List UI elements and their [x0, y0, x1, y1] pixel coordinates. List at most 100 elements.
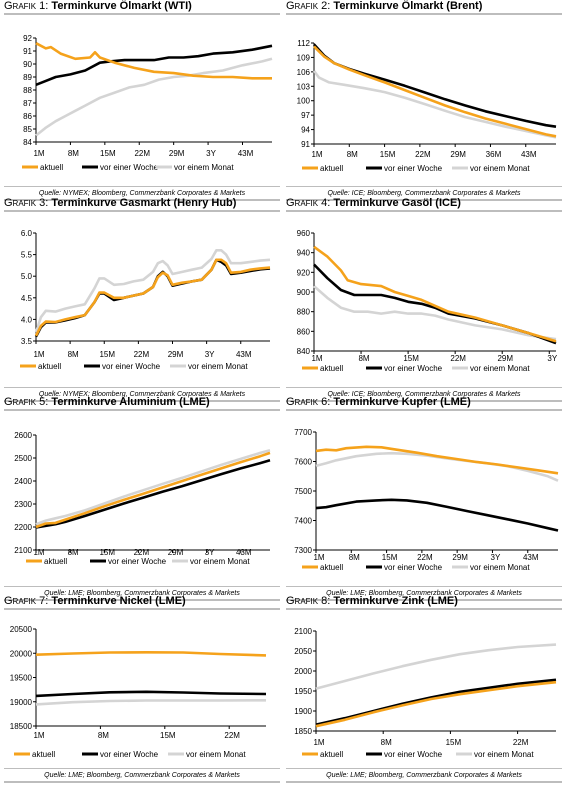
- chart-source: Quelle: LME; Bloomberg, Commerzbank Corp…: [326, 590, 522, 597]
- series-line-aktuell: [35, 650, 267, 657]
- series-line-woche: [35, 459, 271, 529]
- chart-panel-8: Grafik 8: Terminkurve Zink (LME) 1850 1900…: [286, 595, 562, 791]
- x-tick-label: 22M: [134, 548, 150, 557]
- chart-source: Quelle: NYMEX; Bloomberg, Commerzbank Co…: [38, 190, 246, 197]
- x-tick-label: 43M: [236, 548, 252, 557]
- source-rule-top: [4, 768, 280, 769]
- y-tick-label: 106: [297, 68, 311, 77]
- x-tick-label: 1M: [311, 354, 322, 363]
- y-tick-label: 92: [23, 34, 32, 43]
- y-tick-label: 6.0: [21, 229, 33, 238]
- legend-label: vor einem Monat: [470, 563, 530, 572]
- x-tick-label: 15M: [446, 738, 462, 747]
- series-line-woche: [35, 690, 267, 698]
- chart-svg: 18500 19000 19500 20000 20500 1M 8M 15M 22M aktue…: [10, 625, 267, 759]
- legend-label: vor einer Woche: [108, 557, 167, 566]
- y-tick-label: 940: [297, 249, 311, 258]
- series-line-aktuell: [315, 680, 557, 728]
- chart-title-text: Terminkurve Ölmarkt (WTI): [48, 0, 192, 12]
- y-tick-label: 88: [23, 86, 32, 95]
- y-tick-label: 2200: [14, 523, 32, 532]
- title-rule: [4, 210, 280, 212]
- legend-label: vor einer Woche: [384, 164, 443, 173]
- legend-label: vor einer Woche: [384, 750, 443, 759]
- x-tick-label: 8M: [98, 731, 109, 740]
- legend-label: vor einem Monat: [174, 163, 234, 172]
- x-tick-label: 22M: [417, 553, 433, 562]
- y-tick-label: 89: [23, 73, 32, 82]
- legend-label: aktuell: [44, 557, 67, 566]
- legend-label: vor einer Woche: [384, 364, 443, 373]
- x-tick-label: 22M: [224, 731, 240, 740]
- chart-title-text: Terminkurve Kupfer (LME): [330, 396, 471, 408]
- x-tick-label: 43M: [238, 149, 254, 158]
- legend-label: vor einem Monat: [470, 164, 530, 173]
- x-tick-label: 3Y: [547, 354, 557, 363]
- y-tick-label: 112: [297, 39, 310, 48]
- source-rule-top: [286, 387, 562, 388]
- y-tick-label: 960: [297, 229, 311, 238]
- y-tick-label: 20500: [10, 625, 33, 634]
- x-tick-label: 43M: [521, 150, 537, 159]
- chart-title: Grafik 7: Terminkurve Nickel (LME): [4, 595, 186, 607]
- series-line-monat: [312, 70, 557, 139]
- y-tick-label: 2500: [14, 454, 32, 463]
- y-tick-label: 2400: [14, 477, 32, 486]
- chart-title: Grafik 3: Terminkurve Gasmarkt (Henry Hu…: [4, 197, 236, 209]
- series-line-monat: [315, 643, 557, 690]
- chart-title-text: Terminkurve Ölmarkt (Brent): [330, 0, 483, 12]
- y-tick-label: 100: [297, 97, 311, 106]
- y-tick-label: 920: [297, 268, 311, 277]
- chart-svg: 84 85 86 87 88 89 90 91 92 1M 8M 15M 22M 29M 3Y 43M aktu…: [22, 34, 273, 172]
- chart-title-prefix: Grafik 3:: [4, 197, 49, 209]
- chart-title-text: Terminkurve Nickel (LME): [48, 595, 186, 607]
- chart-title-prefix: Grafik 8:: [286, 595, 331, 607]
- y-tick-label: 860: [297, 327, 311, 336]
- y-tick-label: 7400: [294, 517, 312, 526]
- series-line-monat: [35, 699, 267, 706]
- chart-panel-3: Grafik 3: Terminkurve Gasmarkt (Henry Hu…: [4, 197, 280, 402]
- y-tick-label: 90: [23, 60, 32, 69]
- title-rule: [286, 608, 562, 610]
- legend-label: vor einer Woche: [384, 563, 443, 572]
- chart-panel-1: Grafik 1: Terminkurve Ölmarkt (WTI) 84 85 8…: [4, 0, 280, 201]
- x-tick-label: 22M: [415, 150, 431, 159]
- y-tick-label: 880: [297, 308, 311, 317]
- source-rule-top: [4, 586, 280, 587]
- chart-svg: 1850 1900 1950 2000 2050 2100 1M 8M 15M 22M aktuel…: [294, 627, 557, 759]
- x-tick-label: 22M: [513, 738, 529, 747]
- y-tick-label: 97: [301, 111, 310, 120]
- x-tick-label: 8M: [68, 149, 79, 158]
- x-tick-label: 29M: [452, 553, 468, 562]
- x-tick-label: 43M: [523, 553, 539, 562]
- x-tick-label: 36M: [486, 150, 502, 159]
- source-rule-top: [4, 387, 280, 388]
- y-tick-label: 109: [297, 53, 311, 62]
- x-tick-label: 15M: [99, 548, 115, 557]
- x-tick-label: 15M: [403, 354, 419, 363]
- source-rule-bottom: [286, 781, 562, 783]
- y-tick-label: 87: [23, 99, 32, 108]
- x-tick-label: 29M: [497, 354, 513, 363]
- chart-panel-2: Grafik 2: Terminkurve Ölmarkt (Brent) 91 9…: [286, 0, 562, 201]
- x-tick-label: 22M: [134, 350, 150, 359]
- y-tick-label: 18500: [10, 722, 33, 731]
- x-tick-label: 15M: [100, 149, 116, 158]
- y-tick-label: 5.0: [21, 272, 33, 281]
- source-rule-top: [286, 586, 562, 587]
- series-line-monat: [313, 285, 557, 341]
- source-rule-bottom: [4, 599, 280, 601]
- y-tick-label: 94: [301, 126, 310, 135]
- legend-label: vor einer Woche: [102, 362, 161, 371]
- source-rule-bottom: [4, 781, 280, 783]
- title-rule: [286, 409, 562, 411]
- x-tick-label: 22M: [450, 354, 466, 363]
- legend-label: aktuell: [320, 364, 343, 373]
- legend-label: aktuell: [40, 163, 63, 172]
- y-tick-label: 19500: [10, 674, 33, 683]
- x-tick-label: 22M: [134, 149, 150, 158]
- y-tick-label: 2600: [14, 431, 32, 440]
- chart-title-prefix: Grafik 6:: [286, 396, 331, 408]
- y-tick-label: 1950: [294, 687, 312, 696]
- series-line-aktuell: [313, 45, 557, 138]
